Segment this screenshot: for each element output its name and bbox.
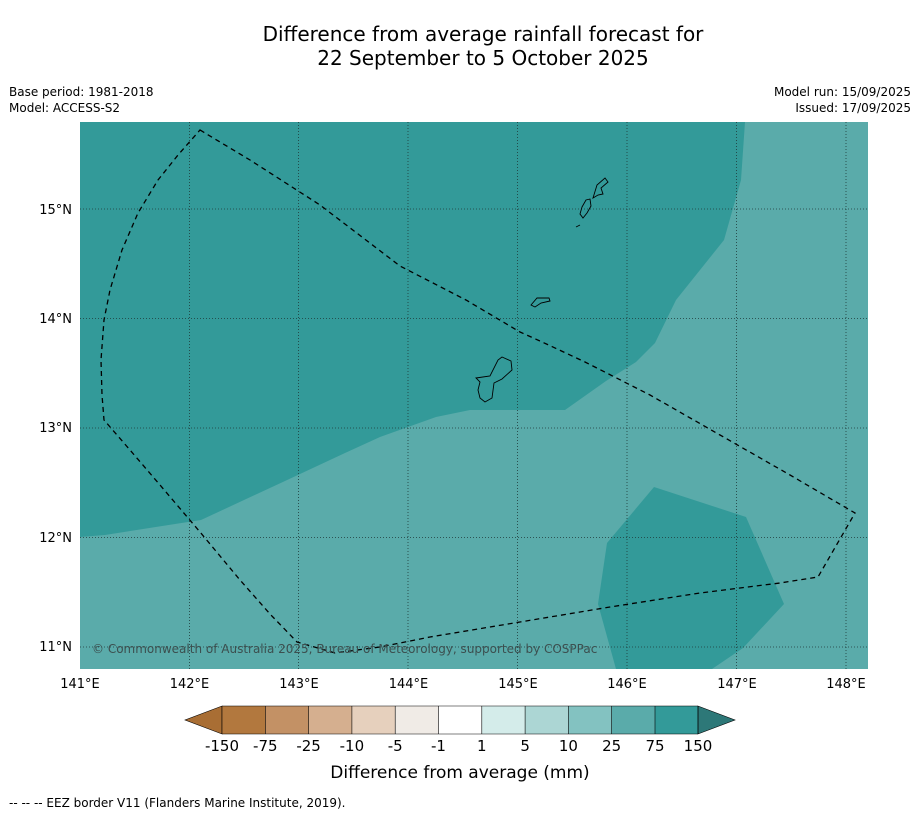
colorbar-segment [351,706,396,734]
eez-footnote: -- -- -- EEZ border V11 (Flanders Marine… [9,796,346,810]
island-rota [530,297,551,308]
colorbar-segment [525,706,569,734]
colorbar-tick-label: -25 [296,737,321,755]
lat-tick-label: 14°N [39,312,72,327]
colorbar-segment [611,706,655,734]
colorbar-extend-high [697,705,736,735]
colorbar-tick-label: 25 [602,737,621,755]
island-tinian [579,198,592,219]
islands [475,177,609,403]
model-run: Model run: 15/09/2025 [773,85,911,99]
island-saipan [592,177,609,199]
colorbar-tick-label: -10 [340,737,365,755]
colorbar-segment [568,706,612,734]
colorbar-tick-label: 75 [645,737,664,755]
colorbar-tick-label: -150 [205,737,239,755]
colorbar-segment [222,706,266,734]
lon-tick-label: 142°E [170,677,210,692]
map-panel: © Commonwealth of Australia 2025, Bureau… [80,122,868,669]
lon-tick-label: 144°E [389,677,429,692]
map-title: Difference from average rainfall forecas… [0,22,919,70]
colorbar-tick-label: -75 [253,737,278,755]
island-guam [475,356,513,403]
colorbar-tick-label: -5 [388,737,403,755]
colorbar-tick-label: -1 [431,737,446,755]
lon-tick-label: 147°E [717,677,757,692]
colorbar-title: Difference from average (mm) [330,763,589,783]
meta-right: Model run: 15/09/2025 Issued: 17/09/2025 [774,84,911,116]
colorbar-tick-label: 150 [684,737,713,755]
colorbar-segment [438,706,482,734]
lat-tick-label: 13°N [39,421,72,436]
latitude-ticks: 15°N 14°N 13°N 12°N 11°N [39,203,72,655]
eez-border [100,129,856,654]
graticule [80,122,868,669]
colorbar-segment [481,706,526,734]
lat-tick-label: 11°N [39,640,72,655]
lon-tick-label: 148°E [826,677,866,692]
colorbar-segment [265,706,309,734]
colorbar-segment [308,706,352,734]
lon-tick-label: 141°E [60,677,100,692]
colorbar-segment [395,706,439,734]
colorbar: -150 -75 -25 -10 -5 -1 1 5 10 25 75 150 … [184,705,736,783]
longitude-ticks: 141°E 142°E 143°E 144°E 145°E 146°E 147°… [60,677,866,692]
lon-tick-label: 143°E [279,677,319,692]
lat-tick-label: 15°N [39,203,72,218]
title-line-1: Difference from average rainfall forecas… [262,22,704,46]
colorbar-tick-label: 5 [520,737,530,755]
copyright-notice: © Commonwealth of Australia 2025, Bureau… [92,642,597,656]
lat-tick-label: 12°N [39,531,72,546]
meta-left: Base period: 1981-2018 Model: ACCESS-S2 [9,84,154,116]
colorbar-extend-low [184,705,223,735]
issued-date: Issued: 17/09/2025 [795,101,911,115]
lon-tick-label: 145°E [498,677,538,692]
base-period: Base period: 1981-2018 [9,85,154,99]
model-name: Model: ACCESS-S2 [9,101,121,115]
colorbar-tick-label: 1 [477,737,487,755]
region-75-to-150-southeast [598,487,784,669]
island-aguijan [575,224,581,228]
colorbar-segment [655,706,698,734]
lon-tick-label: 146°E [607,677,647,692]
colorbar-tick-label: 10 [559,737,578,755]
title-line-2: 22 September to 5 October 2025 [317,46,649,70]
